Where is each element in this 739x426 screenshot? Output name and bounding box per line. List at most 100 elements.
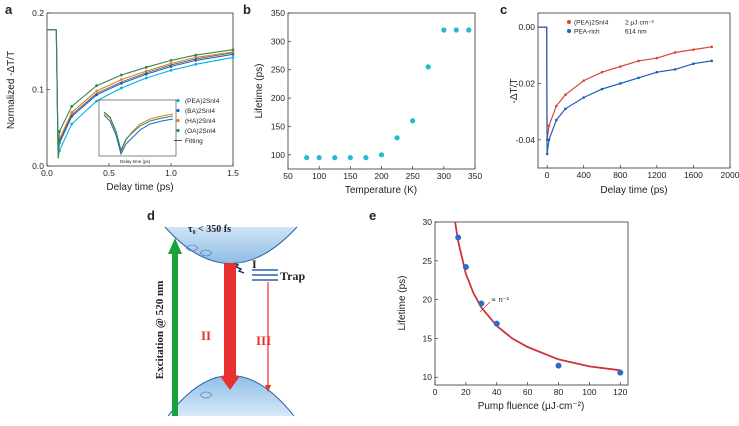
chart-b-point <box>332 155 338 161</box>
chart-a-point <box>169 68 173 72</box>
chart-a-ytick-label: 0.2 <box>32 8 44 18</box>
chart-c: 0 400 800 1200 1600 2000 0.00 -0.02 -0.04 (PEA)2… <box>509 12 739 196</box>
chart-e-point <box>455 234 462 241</box>
chart-a-point <box>194 62 198 66</box>
annotation-pointer <box>479 301 491 313</box>
inset-xlabel: Delay time (ps) <box>120 159 151 164</box>
chart-c-point <box>600 70 604 74</box>
chart-b-ylabel: Lifetime (ps) <box>254 63 265 118</box>
chart-a-point <box>70 104 74 108</box>
chart-c-series-0 <box>538 26 712 140</box>
chart-e-point <box>617 369 624 376</box>
chart-c-point <box>582 79 586 82</box>
chart-c-point <box>655 56 659 60</box>
chart-c-point <box>692 62 695 66</box>
chart-c-point <box>637 76 640 80</box>
chart-c-frame <box>537 12 731 169</box>
chart-c-point <box>600 87 604 91</box>
chart-a-point <box>144 72 148 76</box>
chart-c-point <box>618 65 622 68</box>
chart-e-xtick-label: 80 <box>554 387 564 397</box>
chart-e-ytick-label: 30 <box>423 217 433 227</box>
process-ii-label: II <box>201 328 211 343</box>
chart-b-xlabel: Temperature (K) <box>345 185 417 196</box>
chart-b-ytick-label: 150 <box>271 121 285 131</box>
chart-e-point <box>493 320 500 327</box>
chart-e-frame <box>434 221 629 386</box>
process-ii-arrowhead <box>220 376 240 390</box>
chart-a-legend: (PEA)2SnI4 (BA)2SnI4 (HA)2SnI4 (OA)2SnI4 Fit… <box>174 98 220 145</box>
chart-b-point <box>441 27 447 33</box>
chart-a-point <box>231 48 235 52</box>
chart-c-xtick-label: 1200 <box>647 170 666 180</box>
legend-c-label-1: 614 nm <box>625 29 647 36</box>
legend-a-marker-0 <box>176 98 180 103</box>
chart-b-xtick-label: 350 <box>468 171 482 181</box>
legend-a-marker-2 <box>176 118 180 123</box>
excitation-label: Excitation @ 520 nm <box>154 281 166 380</box>
process-i-label: I <box>252 257 257 271</box>
process-iii-arrowhead <box>265 385 271 392</box>
legend-c-name-0: (PEA)2SnI4 <box>574 20 609 27</box>
chart-e-ylabel: Lifetime (ps) <box>397 275 408 330</box>
legend-a-label-4: Fitting <box>185 138 203 145</box>
chart-c-point <box>673 51 677 54</box>
excitation-arrowhead <box>168 238 182 254</box>
chart-e-xtick-label: 120 <box>613 387 627 397</box>
diagram-d: Excitation @ 520 nm τ₀ < 350 fs I Trap I… <box>154 224 305 417</box>
chart-b-point <box>453 27 459 33</box>
chart-a-point <box>144 76 148 80</box>
chart-e-fit-line <box>454 221 621 372</box>
chart-b-xtick-label: 250 <box>406 171 420 181</box>
chart-a-point <box>95 84 98 88</box>
chart-c-point <box>710 59 714 63</box>
chart-a-inset: Delay time (ps) <box>98 99 177 164</box>
chart-c-xlabel: Delay time (ps) <box>600 185 667 196</box>
chart-c-legend: (PEA)2SnI4 2 μJ·cm⁻² PEA-rich 614 nm <box>567 20 655 36</box>
panel-label-d: d <box>147 208 155 223</box>
chart-e-point <box>555 362 562 369</box>
chart-a-point <box>70 111 74 114</box>
chart-b-point <box>394 135 400 141</box>
chart-a-xtick-label: 1.0 <box>165 168 177 178</box>
chart-e-xtick-label: 0 <box>433 387 438 397</box>
tau-label: τ₀ < 350 fs <box>188 224 231 235</box>
chart-b-point <box>378 152 385 158</box>
chart-a-ylabel: Normalized -ΔT/T <box>6 51 17 129</box>
chart-a-fit-line <box>59 52 234 142</box>
chart-a-xtick-label: 0.5 <box>103 168 115 178</box>
legend-a-marker-1 <box>176 108 180 113</box>
chart-c-ytick-label: -0.04 <box>516 135 536 145</box>
legend-c-label-0: 2 μJ·cm⁻² <box>625 20 655 27</box>
panel-label-b: b <box>243 2 251 17</box>
chart-a-point <box>231 55 235 59</box>
legend-c-marker-1 <box>567 29 571 33</box>
chart-c-xtick-label: 800 <box>613 170 627 180</box>
legend-c-name-1: PEA-rich <box>574 29 600 36</box>
chart-c-point <box>554 104 558 108</box>
chart-c-xtick-label: 0 <box>545 170 550 180</box>
chart-a-ytick-label: 0.0 <box>32 161 44 171</box>
chart-b-xtick-label: 300 <box>437 171 451 181</box>
chart-c-point <box>655 70 659 74</box>
chart-c-point <box>673 68 677 71</box>
chart-b-ytick-label: 100 <box>271 150 285 160</box>
chart-e-xtick-label: 60 <box>523 387 533 397</box>
chart-c-point <box>564 93 567 97</box>
chart-c-xtick-label: 400 <box>577 170 591 180</box>
chart-a-point <box>144 69 148 73</box>
chart-a-point <box>120 81 123 85</box>
chart-c-point <box>554 118 558 122</box>
chart-a-point <box>144 65 148 69</box>
chart-b-frame <box>287 12 476 170</box>
chart-c-point <box>582 96 586 99</box>
chart-b-xtick-label: 100 <box>312 171 326 181</box>
chart-a-point <box>70 122 74 126</box>
chart-a-xtick-label: 0.0 <box>41 168 53 178</box>
legend-a-marker-3 <box>176 128 180 133</box>
relaxation-swirl-icon <box>185 244 199 252</box>
chart-b-xtick-label: 150 <box>343 171 357 181</box>
chart-e-ytick-label: 25 <box>423 256 433 266</box>
chart-a-ytick-label: 0.1 <box>32 85 44 95</box>
